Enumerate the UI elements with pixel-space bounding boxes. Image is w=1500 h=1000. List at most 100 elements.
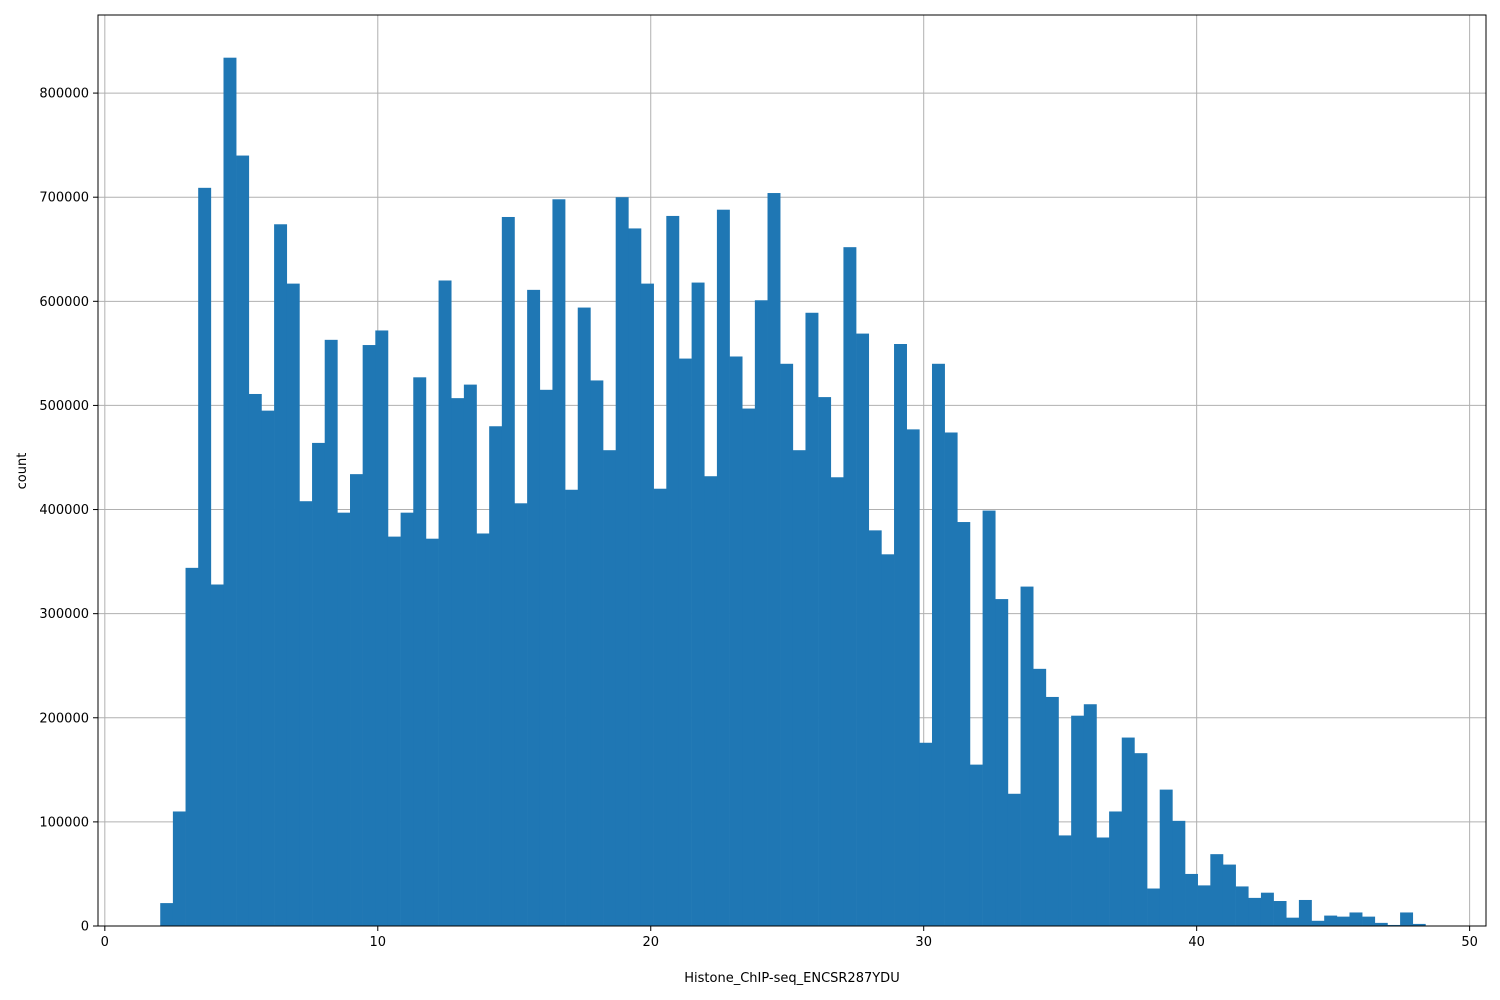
y-tick-label: 800000 xyxy=(39,87,89,102)
histogram-bar xyxy=(1172,820,1186,926)
y-tick-label: 700000 xyxy=(39,191,89,206)
histogram-bar xyxy=(312,442,326,926)
x-axis-label: Histone_ChIP-seq_ENCSR287YDU xyxy=(684,971,899,986)
histogram-bar xyxy=(1400,912,1414,926)
histogram-bar xyxy=(160,903,174,926)
histogram-bar xyxy=(375,330,389,926)
histogram-bar xyxy=(678,358,692,926)
y-tick-label: 300000 xyxy=(39,607,89,622)
histogram-bar xyxy=(931,363,945,927)
histogram-bar xyxy=(1336,916,1350,926)
histogram-bar xyxy=(1412,923,1426,926)
histogram-bar xyxy=(1134,753,1148,926)
y-tick-label: 600000 xyxy=(39,295,89,310)
histogram-bar xyxy=(818,397,832,926)
histogram-bar xyxy=(1020,586,1034,926)
histogram-bar xyxy=(299,501,313,926)
histogram-bar xyxy=(248,393,262,926)
histogram-bar xyxy=(944,432,958,926)
histogram-bar xyxy=(1298,899,1312,926)
plot-frame xyxy=(97,14,1487,927)
histogram-bar xyxy=(362,345,376,926)
histogram-bar xyxy=(1033,668,1047,926)
histogram-bar xyxy=(1058,835,1072,926)
y-axis: 0 100000 200000 300000 400000 500000 600000 700… xyxy=(39,87,98,935)
histogram-bar xyxy=(476,533,490,926)
histogram-bar xyxy=(742,408,756,926)
histogram-bar xyxy=(1083,704,1097,926)
histogram-bar xyxy=(603,450,616,926)
histogram-bar xyxy=(451,398,465,926)
x-tick-label: 40 xyxy=(1188,935,1205,950)
histogram-bar xyxy=(261,410,275,926)
histogram-bar xyxy=(1222,864,1236,926)
y-tick-label: 0 xyxy=(81,920,89,935)
bars xyxy=(160,57,1426,927)
histogram-bar xyxy=(704,476,718,926)
x-tick-label: 0 xyxy=(101,935,109,950)
histogram-bar xyxy=(1324,915,1338,926)
histogram-bar xyxy=(223,57,237,927)
histogram-bar xyxy=(792,450,806,926)
x-tick-label: 10 xyxy=(370,935,387,950)
histogram-bar xyxy=(754,300,768,926)
histogram-bar xyxy=(1260,892,1274,926)
histogram-bar xyxy=(1311,920,1325,926)
histogram-bar xyxy=(324,339,338,927)
histogram-bar xyxy=(1007,793,1021,926)
histogram-bar xyxy=(400,512,414,926)
histogram-bar xyxy=(1362,916,1376,926)
histogram-bar xyxy=(185,567,199,926)
histogram-bar xyxy=(653,488,667,926)
histogram-bar xyxy=(906,429,920,926)
histogram-bar xyxy=(286,283,300,926)
histogram-bar xyxy=(577,307,591,926)
histogram-bar xyxy=(1374,922,1388,926)
histogram-bar xyxy=(539,389,553,927)
histogram-bar xyxy=(881,554,895,926)
y-axis-label: count xyxy=(15,453,30,490)
histogram-bar xyxy=(565,489,579,926)
histogram-bar xyxy=(236,155,250,926)
histogram-bar xyxy=(856,333,870,926)
histogram-bar xyxy=(716,209,730,926)
histogram-bar xyxy=(1235,886,1249,926)
histogram-bar xyxy=(350,474,363,926)
histogram-bar xyxy=(590,380,604,926)
histogram-bar xyxy=(843,247,857,926)
histogram-bar xyxy=(514,503,528,926)
histogram-bar xyxy=(1121,737,1135,926)
histogram-bar xyxy=(1147,888,1161,926)
histogram-bar xyxy=(1096,837,1110,926)
histogram-bar xyxy=(780,363,794,927)
histogram-bar xyxy=(969,764,983,926)
histogram-bar xyxy=(413,377,427,926)
histogram-bar xyxy=(489,426,503,926)
histogram-bar xyxy=(995,599,1009,926)
histogram-bar xyxy=(830,477,844,926)
histogram-bar xyxy=(198,187,212,926)
x-tick-label: 20 xyxy=(642,935,659,950)
histogram-bar xyxy=(868,530,882,926)
histogram-bar xyxy=(501,216,515,927)
histogram-bar xyxy=(527,289,541,927)
histogram-bar xyxy=(919,742,933,926)
histogram-bar xyxy=(666,215,680,927)
histogram-bar xyxy=(1159,789,1173,926)
histogram-bar xyxy=(387,536,401,926)
histogram-bar xyxy=(1210,854,1224,926)
histogram-bar xyxy=(628,228,642,927)
histogram-bar xyxy=(767,193,781,927)
y-tick-label: 200000 xyxy=(39,711,89,726)
histogram-bar xyxy=(805,312,819,926)
histogram-bar xyxy=(640,283,654,926)
x-axis: 0 10 20 30 40 50 xyxy=(101,926,1478,950)
histogram-bar xyxy=(1286,917,1300,926)
histogram-bar xyxy=(615,197,629,926)
histogram-bar xyxy=(1387,924,1401,926)
histogram-bar xyxy=(1273,901,1287,926)
histogram-bar xyxy=(691,282,705,926)
histogram-bar xyxy=(1248,897,1262,926)
histogram-bar xyxy=(274,224,288,926)
